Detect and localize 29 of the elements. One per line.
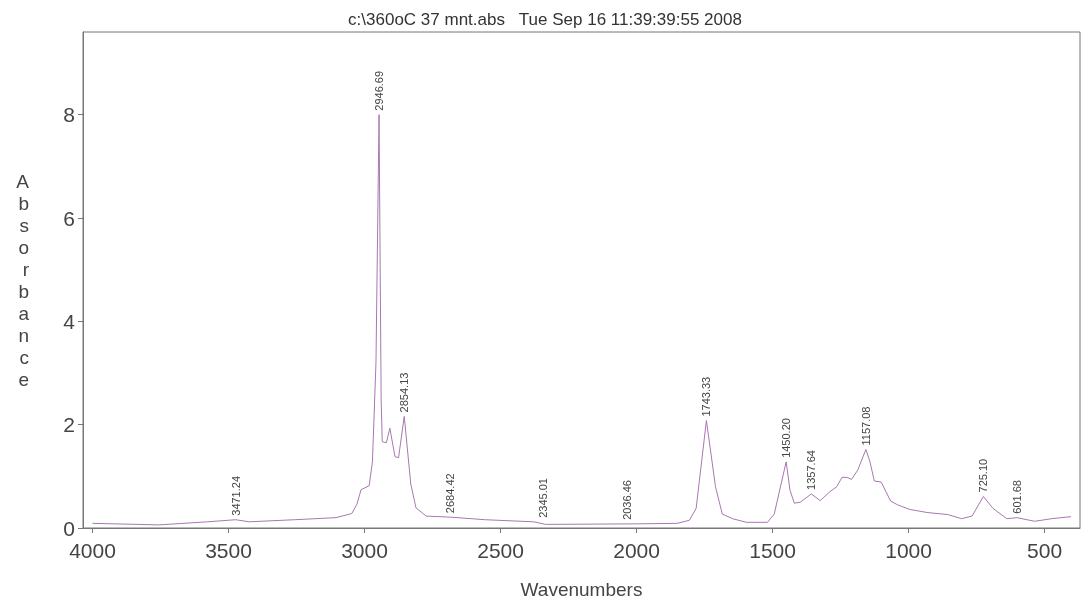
x-tick-label: 3000 <box>341 539 388 562</box>
text: Absorbance <box>16 170 29 390</box>
annotation: 2946.69 <box>373 70 386 111</box>
y-tick-label: 4 <box>63 309 76 333</box>
annotation: 1450.20 <box>780 418 793 458</box>
y-tick-label: 6 <box>63 206 75 230</box>
x-axis-title: Wavenumbers <box>520 579 643 600</box>
annotation: 1743.33 <box>700 376 713 417</box>
annotation: 601.68 <box>1010 480 1023 514</box>
annotation: 1357.64 <box>805 450 818 490</box>
annotation: 725.10 <box>977 458 990 493</box>
x-tick-label: 2500 <box>477 539 524 562</box>
annotation: 1157.08 <box>859 406 872 446</box>
annotation: 2684.42 <box>444 473 457 514</box>
y-tick-label: 8 <box>63 103 75 127</box>
x-tick-label: 3500 <box>205 539 252 562</box>
line-series <box>92 114 1072 526</box>
chart-title: c:\360oC 37 mnt.abs Tue Sep 16 11:39:39:55 2008 <box>348 10 742 29</box>
y-tick-label: 2 <box>63 413 75 437</box>
x-tick-label: 1500 <box>749 539 796 562</box>
annotation: 2036.46 <box>620 480 633 520</box>
x-tick-label: 2000 <box>613 539 660 562</box>
y-tick-label: 0 <box>63 516 75 540</box>
annotation: 3471.24 <box>230 475 243 516</box>
x-tick-label: 4000 <box>69 539 116 562</box>
x-tick-label: 500 <box>1027 539 1063 562</box>
annotation: 2345.01 <box>536 478 549 518</box>
x-tick-label: 1000 <box>885 539 932 562</box>
annotation: 2854.13 <box>398 372 411 413</box>
